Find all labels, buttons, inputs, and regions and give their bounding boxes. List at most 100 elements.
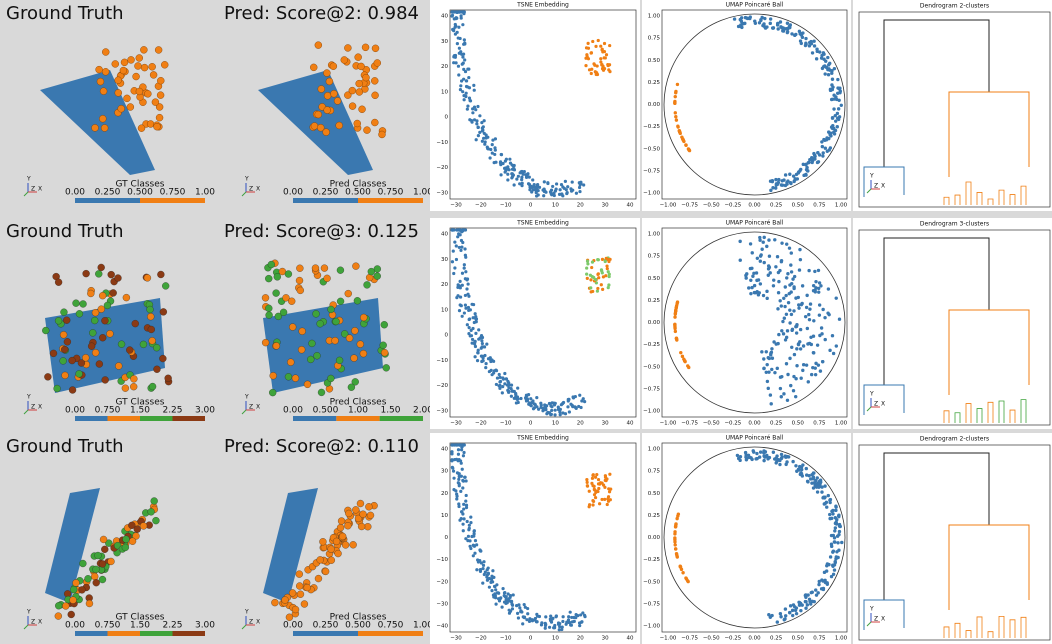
embedding-point bbox=[794, 172, 799, 177]
embedding-point bbox=[451, 469, 456, 473]
embedding-point bbox=[749, 291, 753, 296]
subtree bbox=[1009, 619, 1016, 638]
embedding-point bbox=[498, 383, 502, 388]
plot-frame bbox=[858, 444, 1051, 641]
embedding-point bbox=[837, 115, 842, 119]
embedding-point bbox=[603, 485, 607, 489]
embedding-point bbox=[465, 107, 469, 111]
axis-label: Y bbox=[869, 173, 874, 180]
embedding-point bbox=[556, 407, 561, 412]
embedding-point bbox=[594, 44, 598, 48]
x-tick-label: −30 bbox=[450, 421, 462, 427]
embedding-point bbox=[482, 119, 486, 123]
embedding-point bbox=[518, 182, 522, 186]
embedding-point bbox=[483, 353, 487, 358]
embedding-point bbox=[566, 185, 570, 189]
embedding-point bbox=[582, 183, 586, 187]
embedding-point bbox=[510, 607, 515, 611]
x-tick-label: 0 bbox=[529, 203, 533, 209]
embedding-point bbox=[578, 189, 582, 194]
colorbar-tick-label: 0.500 bbox=[345, 188, 371, 198]
axis-label: Y bbox=[26, 176, 31, 183]
embedding-point bbox=[454, 61, 458, 65]
object-point bbox=[355, 79, 363, 88]
object-point bbox=[265, 274, 273, 283]
embedding-point bbox=[786, 300, 791, 305]
object-point bbox=[363, 281, 371, 289]
object-point bbox=[100, 124, 109, 132]
colorbar-tick-label: 0.750 bbox=[378, 621, 404, 631]
embedding-point bbox=[467, 86, 472, 90]
subtree bbox=[948, 91, 1030, 177]
object-point bbox=[359, 510, 367, 518]
panel bbox=[853, 433, 1052, 644]
y-tick-label: 0.50 bbox=[648, 491, 661, 497]
embedding-point bbox=[810, 473, 814, 477]
object-point bbox=[352, 262, 360, 270]
embedding-point bbox=[526, 612, 530, 616]
object-point bbox=[371, 77, 379, 85]
embedding-point bbox=[791, 613, 795, 618]
object-point bbox=[130, 383, 138, 391]
embedding-point bbox=[777, 332, 781, 337]
embedding-point bbox=[785, 21, 790, 25]
subtree bbox=[948, 309, 1030, 395]
embedding-point bbox=[744, 276, 748, 280]
embedding-point bbox=[753, 291, 758, 295]
x-tick-label: 0 bbox=[529, 636, 533, 642]
axis-z bbox=[866, 406, 872, 412]
y-tick-label: −20 bbox=[436, 165, 448, 171]
x-tick-label: 0.25 bbox=[770, 421, 783, 427]
object-point bbox=[314, 110, 322, 119]
object-point bbox=[312, 310, 320, 318]
axis-label: Y bbox=[244, 394, 249, 401]
object-point bbox=[157, 270, 165, 279]
embedding-point bbox=[776, 27, 780, 31]
y-tick-label: −0.50 bbox=[643, 364, 660, 370]
colorbar-tick-label: 1.00 bbox=[413, 621, 433, 631]
x-tick-label: 30 bbox=[602, 421, 609, 427]
embedding-point bbox=[788, 321, 792, 325]
embedding-point bbox=[762, 22, 766, 26]
embedding-point bbox=[461, 529, 465, 533]
embedding-point bbox=[471, 107, 475, 111]
object-point bbox=[269, 372, 277, 380]
object-point bbox=[379, 341, 387, 349]
embedding-point bbox=[451, 249, 455, 253]
embedding-point bbox=[478, 558, 482, 563]
embedding-point bbox=[497, 599, 502, 603]
embedding-point bbox=[835, 111, 840, 116]
embedding-point bbox=[468, 539, 472, 543]
embedding-point bbox=[461, 55, 465, 59]
subtree bbox=[863, 166, 905, 197]
embedding-point bbox=[766, 267, 771, 271]
object-point bbox=[350, 354, 358, 362]
embedding-point bbox=[820, 144, 825, 149]
embedding-point bbox=[679, 350, 683, 355]
object-point bbox=[148, 337, 156, 345]
embedding-point bbox=[835, 518, 839, 522]
embedding-point bbox=[456, 64, 461, 68]
embedding-point bbox=[816, 591, 820, 595]
embedding-point bbox=[779, 304, 783, 308]
y-tick-label: 20 bbox=[441, 282, 448, 288]
embedding-point bbox=[475, 359, 480, 363]
embedding-point bbox=[813, 372, 818, 377]
panel bbox=[642, 218, 851, 429]
embedding-point bbox=[462, 507, 466, 511]
embedding-point bbox=[481, 581, 485, 585]
object-point bbox=[354, 53, 362, 61]
embedding-point bbox=[464, 306, 468, 310]
colorbar-segment bbox=[379, 416, 423, 421]
object-point bbox=[103, 301, 112, 310]
embedding-point bbox=[771, 186, 775, 190]
embedding-point bbox=[767, 370, 771, 374]
embedding-point bbox=[773, 238, 777, 242]
object-point bbox=[363, 126, 371, 134]
object-point bbox=[334, 549, 342, 558]
embedding-point bbox=[680, 354, 685, 359]
embedding-point bbox=[778, 386, 783, 391]
object-point bbox=[121, 543, 130, 552]
colorbar-tick-label: 0.00 bbox=[65, 621, 85, 631]
embedding-point bbox=[817, 281, 822, 285]
